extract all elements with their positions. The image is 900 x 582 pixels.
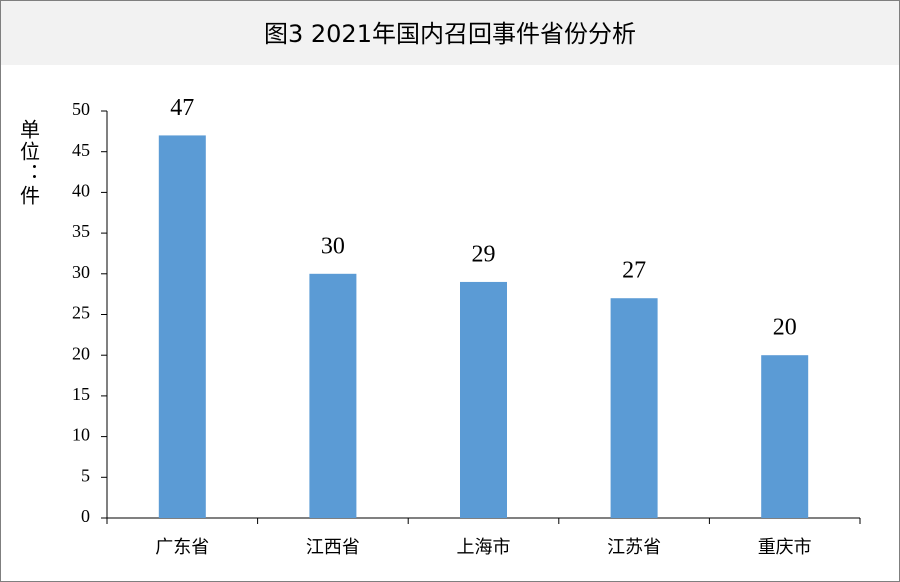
x-tick-label: 广东省 [155,537,209,558]
y-tick-label: 10 [72,425,90,445]
data-label: 27 [622,258,646,284]
y-tick-label: 30 [72,262,90,282]
data-label: 20 [773,315,797,341]
data-label: 47 [170,95,194,121]
x-tick-label: 重庆市 [758,537,812,558]
y-tick-label: 0 [81,506,90,526]
x-tick-label: 上海市 [457,537,511,558]
y-axis-label: 单位：件 [17,119,41,207]
x-tick-label: 江西省 [306,537,360,558]
y-tick-label: 45 [72,140,90,160]
y-tick-label: 20 [72,343,90,363]
data-label: 29 [472,241,496,267]
y-tick-label: 15 [72,384,90,404]
data-label: 30 [321,233,345,259]
y-tick-label: 40 [72,181,90,201]
title-band [1,1,899,65]
y-tick-label: 50 [72,99,90,119]
chart-title: 图3 2021年国内召回事件省份分析 [264,20,636,48]
y-tick-label: 35 [72,221,90,241]
x-tick-label: 江苏省 [607,537,661,558]
y-tick-label: 5 [81,465,90,485]
bar [309,273,357,518]
bar [610,298,658,518]
bar [158,135,206,519]
y-tick-label: 25 [72,303,90,323]
bar [761,355,809,518]
bar [460,281,507,518]
